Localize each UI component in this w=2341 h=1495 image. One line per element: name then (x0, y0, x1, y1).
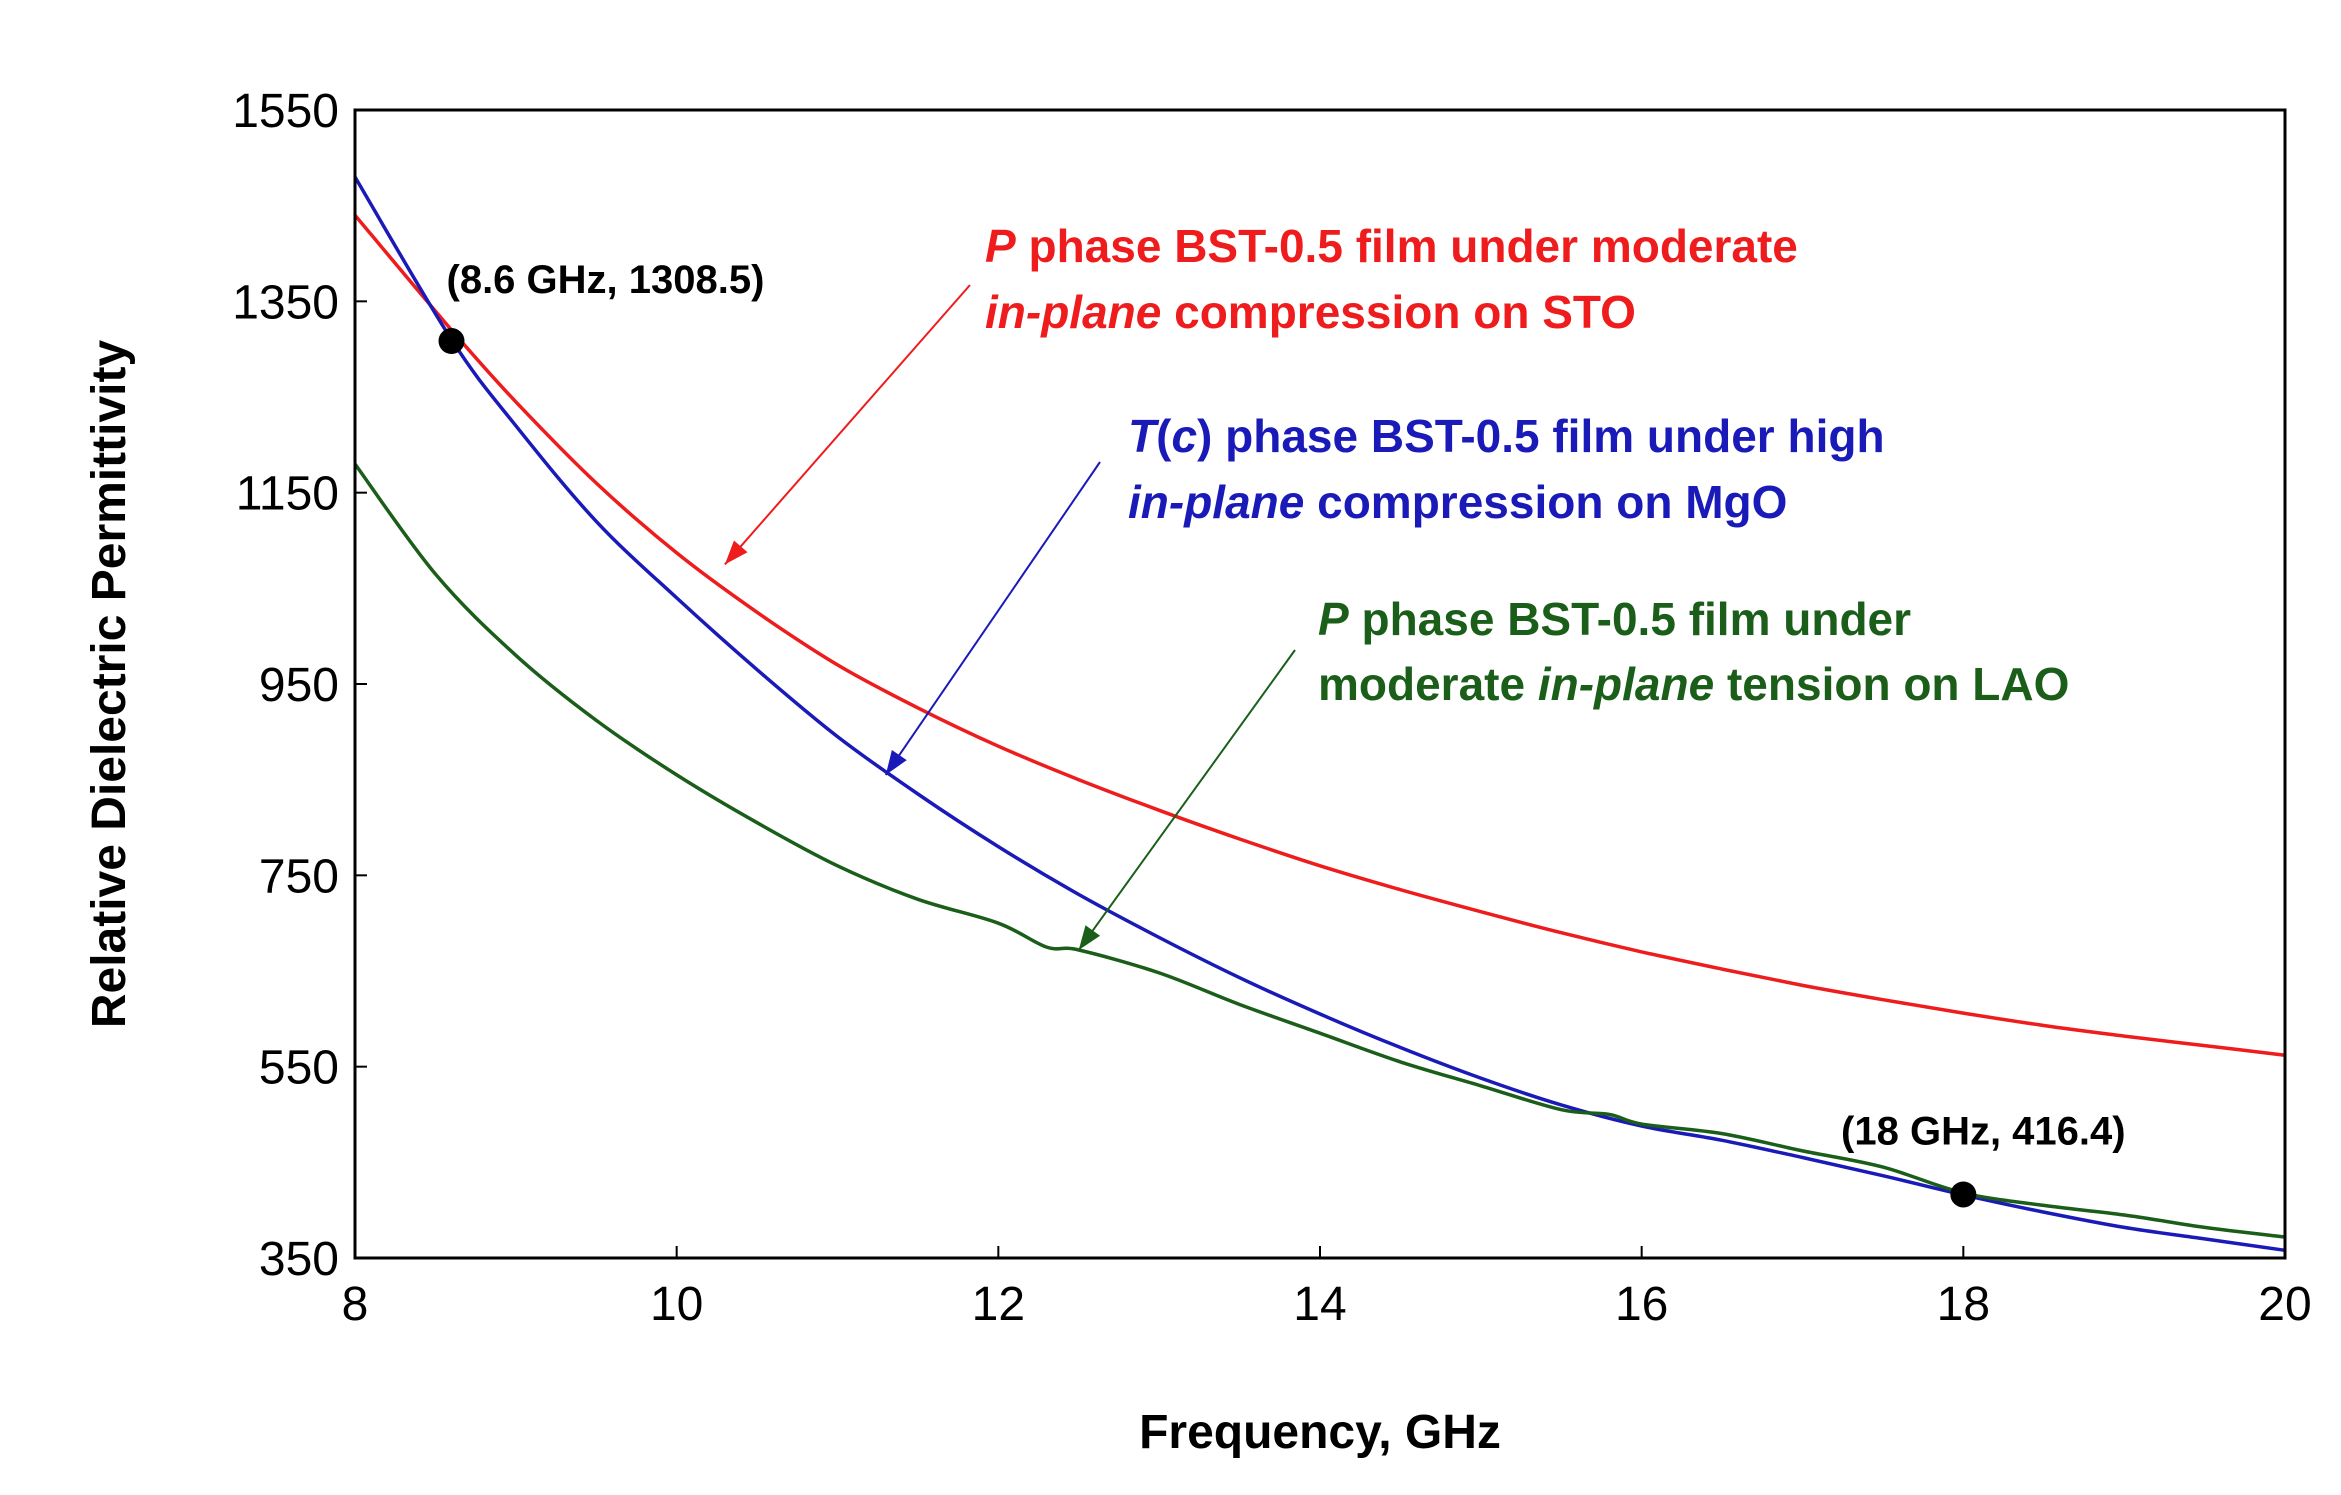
y-axis-title: Relative Dielectric Permittivity (83, 340, 136, 1029)
annotation-span: moderate (1318, 658, 1538, 710)
annotation-arrow-head (1078, 925, 1101, 950)
annotation-layer: (8.6 GHz, 1308.5) (18 GHz, 416.4) P phase … (438, 220, 2126, 1208)
annotation-span: P (1318, 593, 1349, 645)
x-tick-label: 16 (1615, 1278, 1668, 1331)
x-tick-label: 20 (2258, 1278, 2311, 1331)
annotation-span: compression on MgO (1304, 476, 1787, 528)
x-tick-label: 10 (650, 1278, 703, 1331)
annotation-span: P (985, 220, 1016, 272)
annotation-span: compression on STO (1161, 286, 1636, 338)
series-line-sto (353, 214, 2286, 1057)
x-tick-label: 8 (342, 1278, 369, 1331)
annotation-span: c (1171, 410, 1197, 462)
annotation-arrow-head (885, 749, 907, 775)
y-tick-label: 950 (259, 659, 339, 712)
annotation-arrow-line (724, 284, 971, 566)
y-tick-label: 350 (259, 1233, 339, 1286)
annotation-span: tension on LAO (1714, 658, 2069, 710)
annotation-arrow-head (724, 540, 748, 565)
x-tick-label: 12 (972, 1278, 1025, 1331)
y-tick-label: 750 (259, 850, 339, 903)
annotation-lao-line1: P phase BST-0.5 film under (1318, 593, 1911, 645)
marked-point-label: (18 GHz, 416.4) (1841, 1109, 2126, 1153)
annotation-span: T (1128, 410, 1160, 462)
axis-layer: 8 10 12 14 16 18 20 350 550 750 950 1150 1350 1550 (232, 85, 2311, 1331)
y-tick-label: 550 (259, 1042, 339, 1095)
y-tick-label: 1150 (236, 468, 339, 521)
x-axis-title: Frequency, GHz (1139, 1406, 1501, 1459)
annotation-arrow-line (1077, 649, 1296, 951)
marked-point (438, 328, 465, 355)
annotation-span: ) phase BST-0.5 film under high (1197, 410, 1885, 462)
annotation-span: in-plane (1128, 476, 1304, 528)
annotation-span: in-plane (1538, 658, 1714, 710)
annotation-sto-line1: P phase BST-0.5 film under moderate (985, 220, 1798, 272)
annotation-arrow-line (884, 461, 1101, 776)
x-tick-label: 18 (1937, 1278, 1990, 1331)
marked-point (1950, 1181, 1977, 1208)
annotation-span: ( (1156, 410, 1172, 462)
annotation-mgo-line1: T(c) phase BST-0.5 film under high (1128, 410, 1885, 462)
annotation-mgo-line2: in-plane compression on MgO (1128, 476, 1787, 528)
annotation-span: phase BST-0.5 film under (1349, 593, 1911, 645)
annotation-lao-line2: moderate in-plane tension on LAO (1318, 658, 2069, 710)
marked-point-label: (8.6 GHz, 1308.5) (447, 258, 765, 302)
annotation-span: in-plane (985, 286, 1161, 338)
y-tick-label: 1550 (232, 85, 339, 138)
x-tick-label: 14 (1293, 1278, 1346, 1331)
series-line-lao (353, 462, 2286, 1239)
y-tick-label: 1350 (232, 276, 339, 329)
annotation-sto-line2: in-plane compression on STO (985, 286, 1636, 338)
annotation-span: phase BST-0.5 film under moderate (1016, 220, 1798, 272)
